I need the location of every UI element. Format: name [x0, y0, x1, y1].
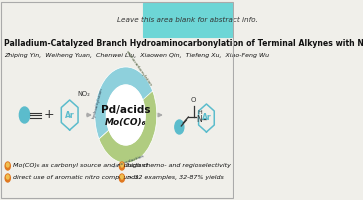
- Circle shape: [121, 175, 123, 179]
- Circle shape: [5, 162, 10, 170]
- Circle shape: [121, 163, 123, 167]
- Circle shape: [175, 120, 184, 134]
- Text: Ar: Ar: [201, 114, 211, 122]
- Text: Mo(CO)₆ as carbonyl source and reductant: Mo(CO)₆ as carbonyl source and reductant: [13, 164, 148, 168]
- Text: hydroalkylation: hydroalkylation: [91, 87, 103, 119]
- Text: nitro reduction: nitro reduction: [113, 155, 145, 169]
- Wedge shape: [99, 91, 157, 163]
- Text: Zhiping Yin,  Weiheng Yuan,  Chenwei Liu,  Xiaowen Qin,  Tiefeng Xu,  Xiao-Feng : Zhiping Yin, Weiheng Yuan, Chenwei Liu, …: [4, 52, 269, 58]
- Text: O: O: [191, 97, 196, 103]
- Circle shape: [19, 107, 30, 123]
- Text: +: +: [44, 108, 54, 121]
- Circle shape: [7, 175, 9, 179]
- Text: Pd/acids: Pd/acids: [101, 105, 151, 115]
- Circle shape: [119, 174, 125, 182]
- Text: Palladium-Catalyzed Branch Hydroaminocarbonylation of Terminal Alkynes with Nitr: Palladium-Catalyzed Branch Hydroaminocar…: [4, 40, 363, 48]
- Text: H: H: [197, 110, 202, 114]
- Text: N: N: [196, 116, 202, 124]
- Text: aminocarbonylation: aminocarbonylation: [125, 50, 153, 88]
- Text: > 32 examples, 32-87% yields: > 32 examples, 32-87% yields: [127, 176, 224, 180]
- Text: high chemo- and regioselectivity: high chemo- and regioselectivity: [127, 164, 231, 168]
- Text: Ar: Ar: [65, 110, 74, 119]
- FancyBboxPatch shape: [143, 3, 232, 37]
- Circle shape: [106, 85, 145, 145]
- Text: Leave this area blank for abstract info.: Leave this area blank for abstract info.: [117, 17, 258, 23]
- Circle shape: [7, 163, 9, 167]
- Text: Mo(CO)₆: Mo(CO)₆: [105, 118, 147, 128]
- Text: NO₂: NO₂: [77, 91, 90, 97]
- Text: direct use of aromatic nitro compounds: direct use of aromatic nitro compounds: [13, 176, 138, 180]
- Wedge shape: [95, 67, 157, 139]
- Circle shape: [119, 162, 125, 170]
- Circle shape: [5, 174, 10, 182]
